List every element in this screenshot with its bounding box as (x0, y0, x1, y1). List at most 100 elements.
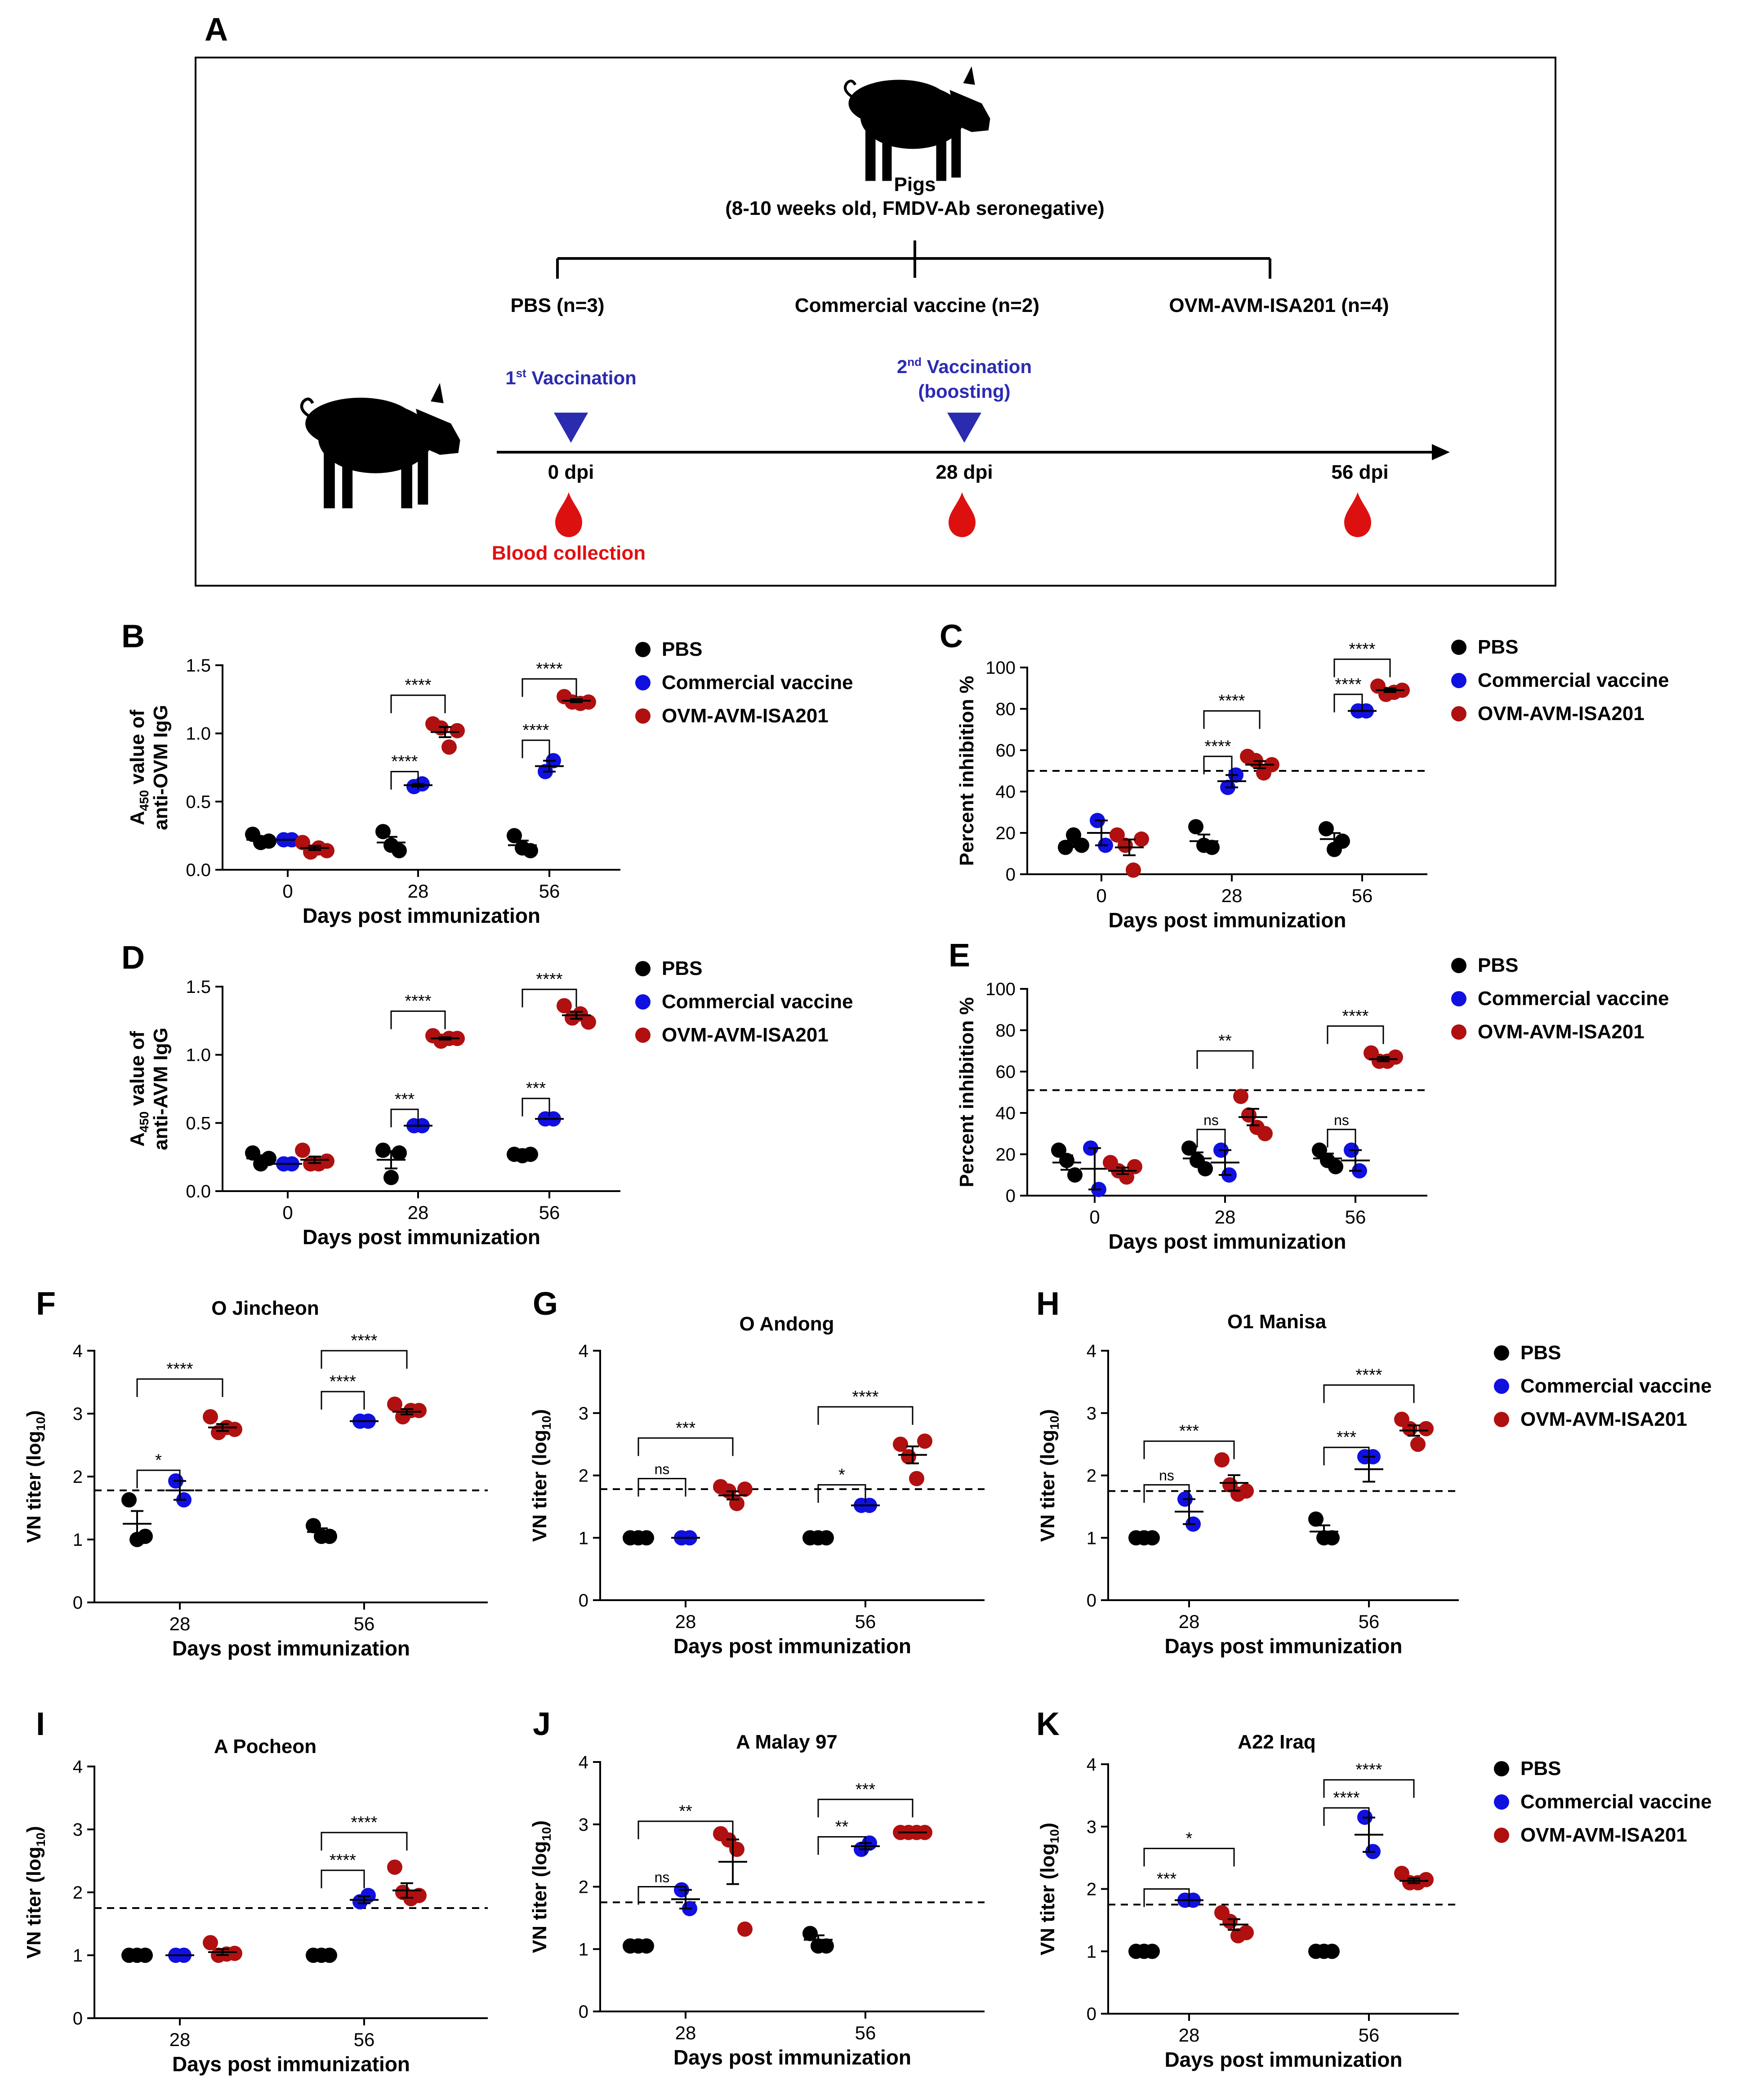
y-tick-label: 3 (579, 1815, 588, 1835)
y-axis-label-subscript: 450 (137, 1112, 151, 1133)
legend-marker-pbs (635, 642, 651, 657)
y-axis-label-text: VN titer (log (1037, 1430, 1059, 1542)
y-tick-label: 4 (73, 1341, 83, 1361)
y-tick-label: 3 (579, 1404, 588, 1424)
significance-bracket (817, 1406, 914, 1425)
significance-bracket (321, 1832, 408, 1851)
significance-bracket (390, 1108, 419, 1127)
data-point (1328, 1159, 1343, 1175)
data-point (392, 843, 407, 859)
data-point (737, 1482, 753, 1497)
y-tick-label: 4 (579, 1753, 588, 1772)
y-tick-label: 1.0 (186, 724, 211, 744)
x-tick-label: 0 (282, 1202, 293, 1223)
x-tick-label: 56 (354, 1613, 375, 1634)
y-axis-label-text: ) (1037, 1823, 1059, 1829)
chart-panel-f: F O Jincheon 0 1 2 3 4 28 56 Days post immunizati… (23, 1286, 488, 1660)
significance-label: **** (351, 1813, 377, 1832)
significance-label: ** (1218, 1032, 1232, 1050)
data-point (1067, 1167, 1083, 1183)
significance-label: **** (351, 1331, 377, 1350)
x-tick-label: 56 (855, 1611, 876, 1632)
data-point (1126, 862, 1141, 878)
y-axis-label-line2: anti-AVM IgG (150, 1028, 172, 1150)
data-point (1308, 1511, 1324, 1527)
y-axis-label: Percent inhibition % (956, 676, 978, 866)
panel-letter: H (1036, 1286, 1060, 1322)
significance-bracket (521, 1098, 550, 1117)
timepoint-0: 0 dpi (548, 461, 594, 483)
significance-label: **** (522, 721, 549, 740)
legend-marker-pbs (1451, 958, 1466, 973)
data-point (361, 1888, 376, 1903)
y-tick-label: 0 (73, 1593, 83, 1613)
data-point (319, 843, 334, 859)
significance-bracket (1196, 1050, 1254, 1069)
panel-letter: G (533, 1286, 558, 1322)
data-point (819, 1938, 834, 1954)
legend-label-pbs: PBS (1520, 1757, 1561, 1780)
data-point (507, 828, 522, 844)
y-axis-label-subscript: 10 (539, 1416, 553, 1430)
panel-letter: F (36, 1286, 56, 1322)
significance-bracket (817, 1836, 866, 1855)
data-point (893, 1437, 908, 1452)
significance-label: *** (1337, 1428, 1357, 1447)
significance-label: **** (536, 659, 562, 678)
y-axis-label-text: Percent inhibition % (956, 676, 978, 866)
significance-label: *** (1157, 1870, 1177, 1889)
significance-label: **** (391, 752, 418, 771)
legend-row-h: PBS Commercial vaccine OVM-AVM-ISA201 (1494, 1342, 1712, 1430)
panel-letter: E (949, 938, 970, 974)
blood-collection-label: Blood collection (492, 542, 646, 564)
legend-marker-pbs (1494, 1345, 1509, 1361)
y-axis-label-text: VN titer (log (23, 1846, 45, 1958)
legend-top-left: PBS Commercial vaccine OVM-AVM-ISA201 (635, 638, 853, 727)
x-axis-label: Days post immunization (673, 1634, 911, 1658)
significance-bracket (1143, 1888, 1190, 1907)
pig-timeline-icon (302, 383, 460, 508)
data-point (581, 694, 596, 710)
legend-label-ovm: OVM-AVM-ISA201 (1520, 1824, 1687, 1846)
y-tick-label: 1.5 (186, 977, 211, 997)
significance-bracket (1323, 1446, 1370, 1466)
significance-bracket (321, 1391, 365, 1410)
legend-row-k: PBS Commercial vaccine OVM-AVM-ISA201 (1494, 1757, 1712, 1846)
data-point (375, 1143, 391, 1158)
data-point (901, 1449, 916, 1464)
y-axis-label-subscript: 10 (34, 1833, 48, 1846)
y-axis-label: VN titer (log10) (23, 1410, 48, 1543)
x-tick-label: 56 (354, 2029, 375, 2050)
y-tick-label: 3 (73, 1404, 83, 1424)
y-axis-label-text: ) (529, 1409, 551, 1416)
data-point (1214, 1452, 1230, 1468)
legend-label-commercial: Commercial vaccine (662, 672, 853, 694)
y-axis-label-text: VN titer (log (1037, 1843, 1059, 1955)
legend-label-ovm: OVM-AVM-ISA201 (662, 1024, 829, 1046)
significance-label: **** (1355, 1366, 1382, 1384)
significance-label: *** (395, 1090, 415, 1109)
chart-title: A22 Iraq (1238, 1731, 1316, 1753)
significance-label: ** (835, 1818, 849, 1837)
significance-bracket (321, 1350, 408, 1369)
y-tick-label: 0.5 (186, 1113, 211, 1133)
data-point (203, 1935, 218, 1950)
data-point (1222, 1913, 1238, 1929)
legend-middle-right: PBS Commercial vaccine OVM-AVM-ISA201 (1451, 954, 1669, 1043)
y-tick-label: 80 (996, 1021, 1016, 1041)
x-tick-label: 28 (1215, 1206, 1236, 1228)
data-point (121, 1492, 137, 1508)
y-tick-label: 2 (579, 1878, 588, 1897)
x-tick-label: 56 (539, 1202, 560, 1223)
data-point (802, 1926, 818, 1941)
y-axis-label-text: VN titer (log (23, 1431, 45, 1543)
significance-label: **** (1355, 1761, 1382, 1780)
data-point (1335, 833, 1350, 849)
significance-bracket (136, 1378, 223, 1397)
chart-title: A Pocheon (214, 1735, 316, 1757)
y-tick-label: 0 (579, 1591, 588, 1611)
significance-bracket (1323, 1807, 1370, 1826)
y-tick-label: 2 (1087, 1880, 1096, 1900)
y-axis-label-text: ) (1037, 1409, 1059, 1416)
